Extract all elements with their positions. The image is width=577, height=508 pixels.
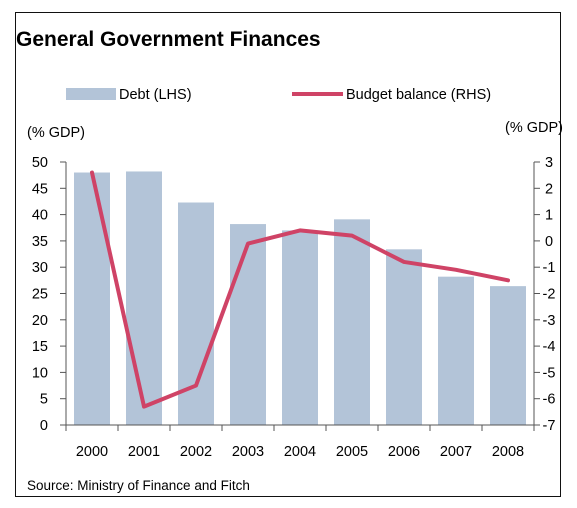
legend-label-budget: Budget balance (RHS) — [346, 87, 491, 103]
debt-bar-2004 — [282, 230, 318, 425]
axes: 2000 2001 2002 2003 2004 2005 2006 2007 20080510… — [32, 155, 556, 460]
right-tick-label: -1 — [543, 260, 556, 276]
right-tick-label: -4 — [543, 339, 556, 355]
debt-bar-2005 — [334, 219, 370, 425]
budget-line-layer — [90, 170, 510, 409]
x-tick-label-2003: 2003 — [232, 444, 264, 460]
debt-bar-2007 — [438, 276, 474, 425]
left-tick-label: 45 — [32, 181, 48, 197]
left-tick-label: 5 — [40, 392, 48, 408]
left-tick-label: 30 — [32, 260, 48, 276]
x-tick-label-2006: 2006 — [388, 444, 420, 460]
right-tick-label: 0 — [545, 234, 553, 250]
debt-bar-2006 — [386, 249, 422, 425]
debt-bar-2008 — [490, 286, 526, 425]
x-tick-label-2008: 2008 — [492, 444, 524, 460]
right-tick-label: -5 — [543, 365, 556, 381]
legend: Debt (LHS) Budget balance (RHS) — [66, 87, 491, 103]
right-tick-label: 1 — [545, 208, 553, 224]
debt-bar-2003 — [230, 224, 266, 425]
left-tick-label: 35 — [32, 234, 48, 250]
x-tick-label-2004: 2004 — [284, 444, 316, 460]
left-tick-label: 0 — [40, 418, 48, 434]
left-tick-label: 15 — [32, 339, 48, 355]
x-tick-label-2005: 2005 — [336, 444, 368, 460]
left-axis-label: (% GDP) — [27, 125, 85, 141]
left-tick-label: 50 — [32, 155, 48, 171]
right-tick-label: -2 — [543, 287, 556, 303]
legend-swatch-debt — [66, 88, 116, 100]
right-tick-label: 3 — [545, 155, 553, 171]
chart-title: General Government Finances — [16, 28, 321, 51]
right-tick-label: -3 — [543, 313, 556, 329]
source-note: Source: Ministry of Finance and Fitch — [27, 478, 250, 493]
left-tick-label: 25 — [32, 287, 48, 303]
x-tick-label-2001: 2001 — [128, 444, 160, 460]
right-tick-label: -7 — [543, 418, 556, 434]
right-tick-label: -6 — [543, 392, 556, 408]
x-tick-label-2000: 2000 — [76, 444, 108, 460]
left-tick-label: 20 — [32, 313, 48, 329]
x-tick-label-2007: 2007 — [440, 444, 472, 460]
right-axis-label: (% GDP) — [505, 120, 563, 136]
left-tick-label: 40 — [32, 208, 48, 224]
left-tick-label: 10 — [32, 365, 48, 381]
x-tick-label-2002: 2002 — [180, 444, 212, 460]
right-tick-label: 2 — [545, 181, 553, 197]
debt-bar-2002 — [178, 202, 214, 425]
debt-bar-2000 — [74, 172, 110, 425]
legend-label-debt: Debt (LHS) — [119, 87, 192, 103]
debt-bars — [74, 171, 526, 425]
debt-bar-2001 — [126, 171, 162, 425]
